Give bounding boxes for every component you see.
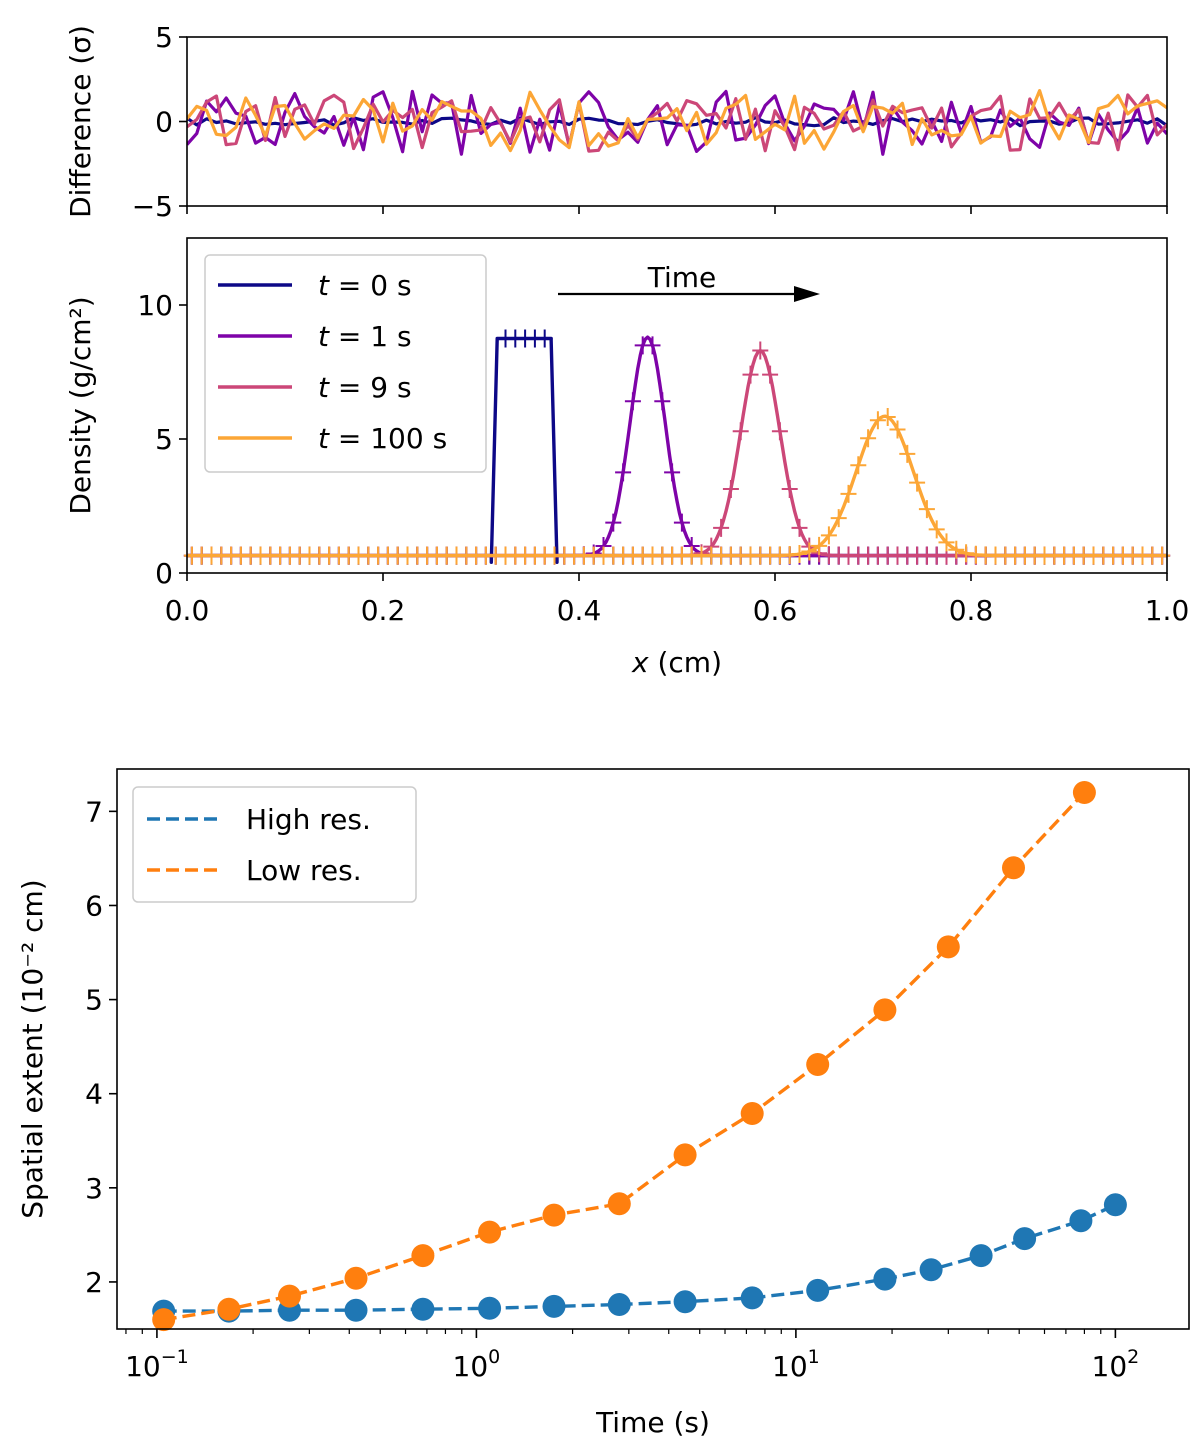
extent-series-point xyxy=(278,1284,301,1308)
density-ytick-label: 5 xyxy=(155,423,173,456)
extent-series-point xyxy=(873,1267,897,1291)
extent-series-point xyxy=(152,1308,176,1332)
extent-xtick-base: 10 xyxy=(453,1350,489,1383)
extent-ytick-label: 6 xyxy=(85,889,103,922)
extent-series-point xyxy=(806,1278,830,1302)
density-ytick-label: 10 xyxy=(137,289,173,322)
extent-legend: High res. Low res. xyxy=(132,786,417,903)
extent-legend-box xyxy=(132,786,417,903)
extent-series-point xyxy=(607,1293,631,1316)
density-legend-box xyxy=(204,254,487,473)
extent-lines xyxy=(152,781,1127,1332)
extent-ytick-label: 4 xyxy=(85,1078,103,1111)
density-legend-t: t xyxy=(318,422,330,455)
difference-ytick-label: 5 xyxy=(155,21,173,54)
extent-xtick-label: 10−1 xyxy=(125,1346,189,1383)
difference-ytick-label: −5 xyxy=(132,190,173,223)
density-xtick-label: 0.0 xyxy=(165,594,210,627)
extent-series-point xyxy=(542,1203,566,1227)
difference-ylabel: Difference (σ) xyxy=(64,25,97,218)
difference-series-line xyxy=(187,93,1167,153)
extent-legend-label: Low res. xyxy=(246,854,362,887)
extent-series-point xyxy=(217,1297,241,1321)
density-xtick-label: 0.2 xyxy=(361,594,406,627)
density-xlabel-unit: (cm) xyxy=(649,646,722,679)
extent-xtick-base: 10 xyxy=(125,1350,161,1383)
extent-series-point xyxy=(673,1143,697,1167)
density-series-markers xyxy=(183,407,1171,565)
extent-xlabel: Time (s) xyxy=(595,1406,710,1439)
difference-ytick-label: 0 xyxy=(155,106,173,139)
extent-xtick-label: 100 xyxy=(453,1346,501,1383)
extent-xtick-base: 10 xyxy=(1092,1350,1128,1383)
density-legend-t: t xyxy=(318,320,330,353)
density-frame xyxy=(186,237,1168,574)
extent-series-line xyxy=(163,791,1086,1322)
density-ytick-label: 0 xyxy=(155,557,173,590)
density-legend-label: t = 9 s xyxy=(318,371,412,404)
density-xtick-label: 1.0 xyxy=(1145,594,1190,627)
extent-series-point xyxy=(1072,781,1096,804)
density-legend: t = 0 st = 1 st = 9 st = 100 s xyxy=(204,254,487,473)
extent-ytick-label: 2 xyxy=(85,1266,103,1299)
extent-series-point xyxy=(542,1294,566,1318)
difference-panel: −5 0 5 Difference (σ) xyxy=(64,21,1168,223)
density-legend-label: t = 1 s xyxy=(318,320,412,353)
extent-series-point xyxy=(344,1266,368,1290)
density-legend-eq: = 100 s xyxy=(329,422,447,455)
density-xlabel-var: x xyxy=(631,646,649,679)
extent-xtick-label: 102 xyxy=(1092,1346,1140,1383)
density-xtick-label: 0.4 xyxy=(557,594,602,627)
extent-series-point xyxy=(919,1258,943,1282)
extent-series-point xyxy=(873,998,897,1022)
extent-series-point xyxy=(1002,856,1025,880)
difference-lines xyxy=(187,89,1167,156)
density-xtick-label: 0.8 xyxy=(949,594,994,627)
extent-series-point xyxy=(806,1053,830,1076)
density-panel: 0.0 0.2 0.4 0.6 0.8 1.0 0 5 10 x (cm) Density (g/c… xyxy=(64,237,1190,679)
extent-series-point xyxy=(1103,1193,1127,1217)
density-legend-label: t = 100 s xyxy=(318,422,447,455)
extent-frame xyxy=(116,768,1190,1330)
density-ylabel: Density (g/cm²) xyxy=(64,296,97,514)
extent-xtick-base: 10 xyxy=(772,1350,808,1383)
extent-series-point xyxy=(936,935,960,959)
density-legend-label: t = 0 s xyxy=(318,269,412,302)
density-xlabel: x (cm) xyxy=(631,646,722,679)
density-lines xyxy=(183,329,1171,565)
time-arrow-head xyxy=(794,286,820,302)
extent-xtick-exp: 0 xyxy=(488,1346,500,1368)
extent-series-point xyxy=(478,1296,502,1320)
time-annotation: Time xyxy=(647,261,717,294)
extent-series-point xyxy=(1013,1227,1037,1251)
density-legend-eq: = 9 s xyxy=(329,371,412,404)
extent-series-point xyxy=(673,1290,697,1314)
density-legend-eq: = 0 s xyxy=(329,269,412,302)
extent-series-point xyxy=(411,1244,435,1268)
density-legend-t: t xyxy=(318,371,330,404)
extent-series-point xyxy=(411,1297,435,1321)
extent-ytick-label: 3 xyxy=(85,1172,103,1205)
extent-series-point xyxy=(478,1220,502,1244)
extent-xtick-exp: 2 xyxy=(1127,1346,1139,1368)
extent-series-point xyxy=(1069,1209,1093,1233)
density-legend-t: t xyxy=(318,269,330,302)
extent-legend-label: High res. xyxy=(246,803,371,836)
extent-series-point xyxy=(607,1192,631,1216)
extent-series-point xyxy=(740,1286,764,1310)
extent-ylabel: Spatial extent (10⁻² cm) xyxy=(16,879,49,1219)
extent-xtick-exp: 1 xyxy=(808,1346,820,1368)
density-legend-eq: = 1 s xyxy=(329,320,412,353)
extent-xtick-label: 101 xyxy=(772,1346,820,1383)
extent-series-point xyxy=(344,1298,368,1322)
extent-ytick-label: 5 xyxy=(85,984,103,1017)
extent-xtick-exp: −1 xyxy=(161,1346,189,1368)
extent-series-point xyxy=(969,1244,993,1268)
difference-series-line xyxy=(187,89,1167,153)
extent-series-point xyxy=(740,1102,764,1125)
density-xtick-label: 0.6 xyxy=(753,594,798,627)
extent-ytick-label: 7 xyxy=(85,795,103,828)
